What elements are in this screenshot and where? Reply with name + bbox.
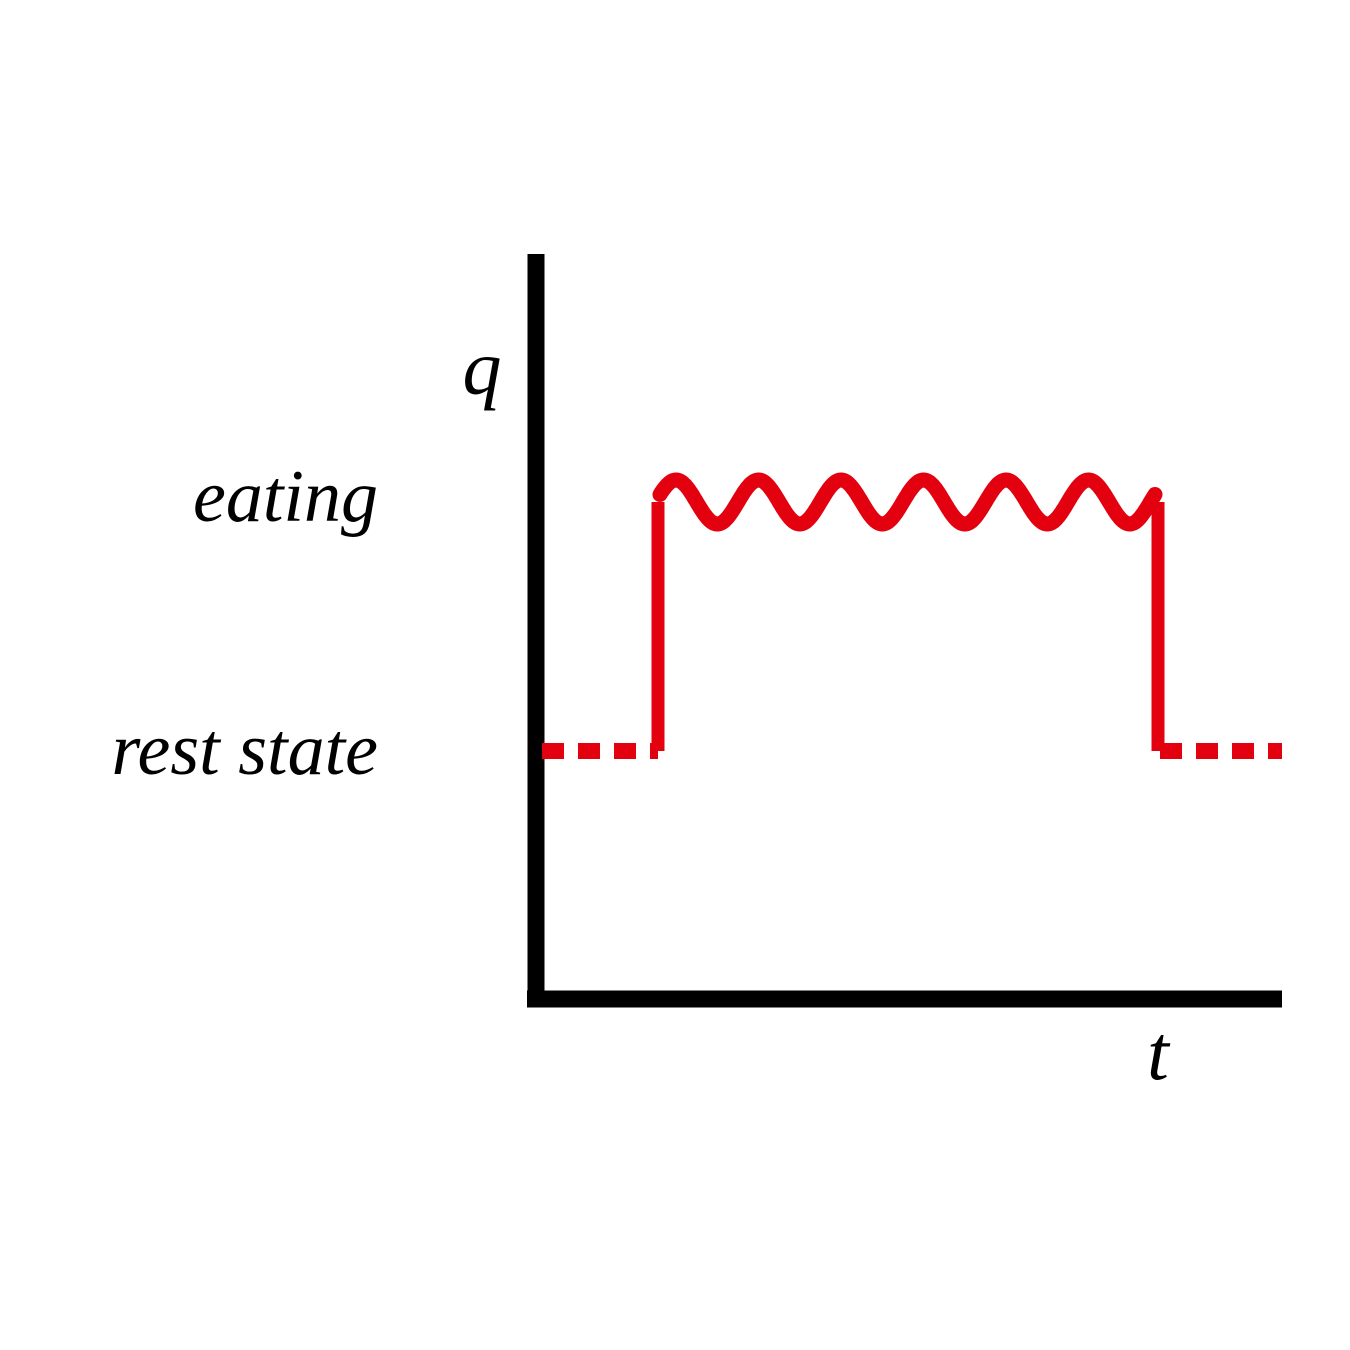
level-label-rest-state: rest state — [111, 709, 378, 791]
level-label-eating: eating — [193, 456, 378, 538]
y-axis-label: q — [463, 324, 502, 411]
x-axis-label: t — [1147, 1009, 1171, 1096]
eating-oscillation-wave — [652, 472, 1163, 532]
